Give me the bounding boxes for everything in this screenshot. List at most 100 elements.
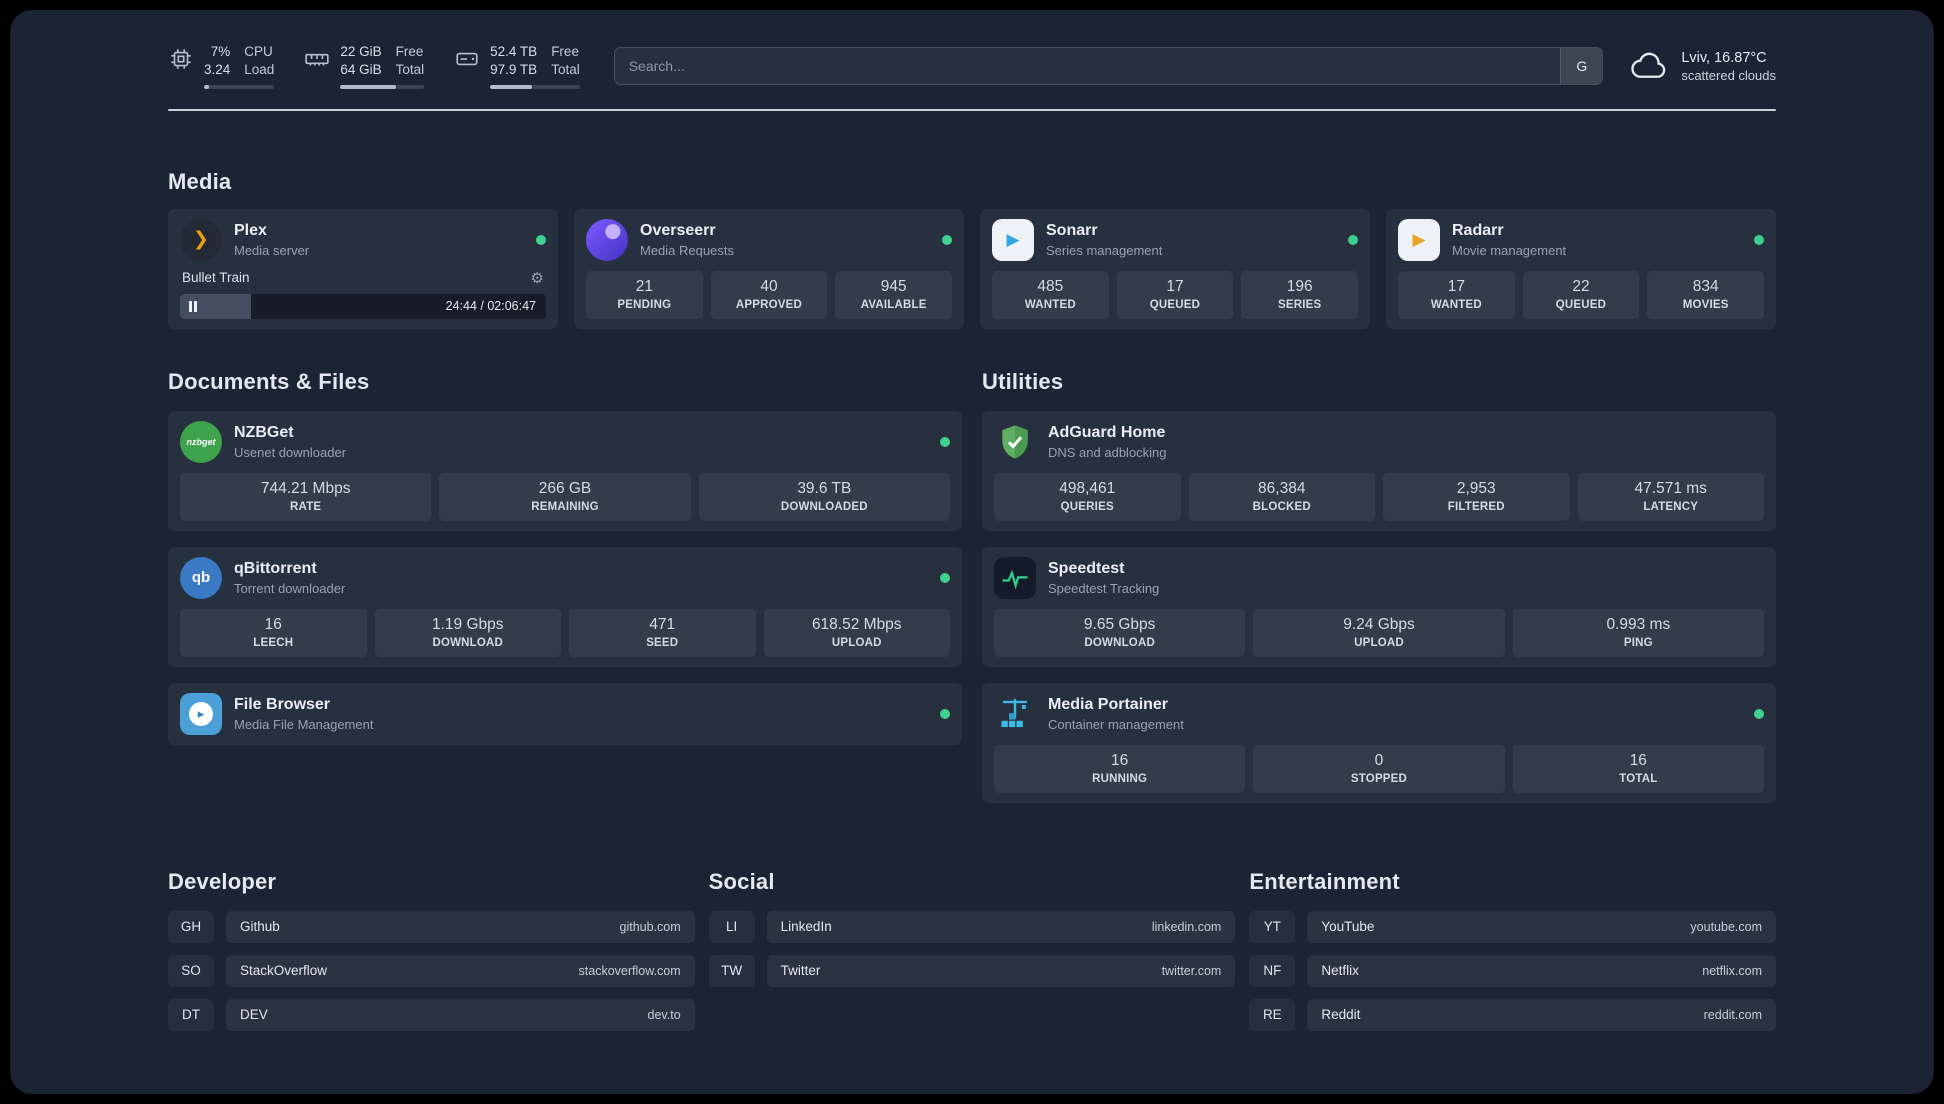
service-card-sonarr[interactable]: ▶ Sonarr Series management 485 WANTED	[980, 208, 1370, 329]
service-card-portainer[interactable]: Media Portainer Container management 16 …	[982, 682, 1776, 803]
stat-label: DOWNLOAD	[1084, 636, 1155, 649]
filebrowser-icon-glyph: ▸	[189, 701, 213, 726]
service-subtitle: DNS and adblocking	[1048, 445, 1167, 461]
bookmark-pill[interactable]: Netflix netflix.com	[1307, 954, 1776, 987]
weather-condition: scattered clouds	[1681, 67, 1776, 83]
section-title-entertainment: Entertainment	[1249, 868, 1400, 894]
stat-label: BLOCKED	[1252, 500, 1311, 513]
cpu-label-1: CPU	[244, 44, 273, 59]
ram-total: 64 GiB	[340, 61, 382, 77]
stat-tile: 9.65 Gbps DOWNLOAD	[994, 608, 1246, 657]
section-title-media: Media	[168, 168, 232, 194]
stat-tile: 86,384 BLOCKED	[1188, 472, 1375, 521]
service-subtitle: Media File Management	[234, 717, 374, 733]
bookmark-reddit[interactable]: RE Reddit reddit.com	[1249, 998, 1776, 1031]
bookmark-pill[interactable]: Reddit reddit.com	[1307, 998, 1776, 1031]
status-dot	[940, 436, 950, 447]
service-subtitle: Container management	[1048, 717, 1184, 733]
bookmark-pill[interactable]: YouTube youtube.com	[1307, 910, 1776, 943]
stat-label: QUEUED	[1555, 298, 1607, 311]
service-subtitle: Torrent downloader	[234, 581, 346, 597]
service-card-plex[interactable]: ❯ Plex Media server Bullet Train ⚙	[168, 208, 558, 329]
bookmark-twitter[interactable]: TW Twitter twitter.com	[708, 954, 1236, 987]
bookmark-url: netflix.com	[1702, 963, 1762, 978]
stat-label: REMAINING	[531, 500, 599, 513]
speedtest-icon	[994, 556, 1036, 599]
stat-tile: 834 MOVIES	[1647, 270, 1764, 319]
gear-icon[interactable]: ⚙	[530, 269, 544, 287]
bookmark-url: dev.to	[647, 1007, 681, 1022]
stat-label: FILTERED	[1447, 500, 1505, 513]
stat-value: 22	[1572, 277, 1590, 295]
pause-icon[interactable]	[189, 300, 197, 312]
service-card-qbittorrent[interactable]: qb qBittorrent Torrent downloader 16 LEE…	[168, 546, 962, 667]
section-title-utilities: Utilities	[982, 368, 1064, 394]
search-bar: G	[613, 47, 1604, 86]
ram-progressbar	[340, 84, 425, 89]
bookmark-abbr: YT	[1249, 910, 1296, 943]
stat-tile: 2,953 FILTERED	[1383, 472, 1570, 521]
search-provider-button[interactable]: G	[1560, 48, 1603, 85]
stat-label: APPROVED	[735, 298, 803, 311]
ram-icon	[305, 53, 329, 66]
service-card-nzbget[interactable]: nzbget NZBGet Usenet downloader 744.21 M…	[168, 410, 962, 531]
stat-tile: 744.21 Mbps RATE	[180, 472, 432, 521]
status-dot	[942, 234, 952, 245]
service-name: Radarr	[1452, 221, 1504, 239]
topbar: 7% CPU 3.24 Load 22 Gi	[168, 44, 1776, 89]
bookmark-url: stackoverflow.com	[578, 963, 681, 978]
bookmark-name: DEV	[240, 1007, 268, 1023]
bookmark-abbr: DT	[168, 998, 214, 1031]
search-input[interactable]	[613, 47, 1604, 86]
stat-label: DOWNLOAD	[432, 636, 504, 649]
bookmark-linkedin[interactable]: LI LinkedIn linkedin.com	[708, 910, 1236, 943]
bookmark-name: Netflix	[1321, 963, 1359, 979]
bookmark-github[interactable]: GH Github github.com	[168, 910, 695, 943]
service-card-radarr[interactable]: ▶ Radarr Movie management 17 WANTED	[1386, 208, 1776, 329]
bookmark-stackoverflow[interactable]: SO StackOverflow stackoverflow.com	[168, 954, 695, 987]
stat-label: PING	[1623, 636, 1653, 649]
service-name: Speedtest	[1048, 559, 1125, 577]
bookmark-pill[interactable]: Github github.com	[226, 910, 695, 943]
bookmark-dev[interactable]: DT DEV dev.to	[168, 998, 695, 1031]
stat-tile: 21 PENDING	[586, 270, 703, 319]
status-dot	[1754, 234, 1764, 245]
stat-tile: 498,461 QUERIES	[994, 472, 1181, 521]
stat-tile: 196 SERIES	[1241, 270, 1358, 319]
disk-widget: 52.4 TB Free 97.9 TB Total	[454, 44, 580, 89]
stat-value: 266 GB	[538, 479, 592, 497]
stat-label: TOTAL	[1619, 772, 1658, 785]
service-card-adguard[interactable]: AdGuard Home DNS and adblocking 498,461 …	[982, 410, 1776, 531]
status-dot	[536, 234, 546, 245]
adguard-icon	[994, 421, 1036, 463]
stat-value: 744.21 Mbps	[260, 479, 351, 497]
bookmark-youtube[interactable]: YT YouTube youtube.com	[1249, 910, 1776, 943]
bookmark-pill[interactable]: LinkedIn linkedin.com	[766, 910, 1236, 943]
plex-icon: ❯	[180, 218, 222, 261]
stat-label: STOPPED	[1350, 772, 1408, 785]
stat-value: 40	[760, 277, 778, 295]
stat-value: 17	[1447, 277, 1465, 295]
bookmark-pill[interactable]: DEV dev.to	[226, 998, 695, 1031]
bookmark-pill[interactable]: StackOverflow stackoverflow.com	[226, 954, 695, 987]
status-dot	[1754, 708, 1764, 719]
bookmark-pill[interactable]: Twitter twitter.com	[766, 954, 1236, 987]
stat-tile: 0 STOPPED	[1253, 744, 1505, 793]
stat-value: 9.65 Gbps	[1083, 615, 1156, 633]
cpu-widget: 7% CPU 3.24 Load	[168, 44, 275, 89]
service-card-filebrowser[interactable]: ▸ File Browser Media File Management	[168, 682, 962, 745]
service-name: Media Portainer	[1048, 695, 1169, 713]
stat-tile: 39.6 TB DOWNLOADED	[698, 472, 950, 521]
bookmark-group-developer: Developer GH Github github.com SO StackO…	[168, 869, 695, 1043]
stat-value: 945	[880, 277, 907, 295]
service-card-overseerr[interactable]: Overseerr Media Requests 21 PENDING 40 A…	[574, 208, 964, 329]
bookmark-netflix[interactable]: NF Netflix netflix.com	[1249, 954, 1776, 987]
stat-value: 86,384	[1258, 479, 1306, 497]
service-subtitle: Media Requests	[640, 243, 734, 259]
stat-label: RATE	[290, 500, 322, 513]
service-card-speedtest[interactable]: Speedtest Speedtest Tracking 9.65 Gbps D…	[982, 546, 1776, 667]
stat-tile: 40 APPROVED	[710, 270, 828, 319]
stat-value: 0	[1374, 751, 1384, 769]
playback-progressbar[interactable]: 24:44 / 02:06:47	[180, 293, 546, 319]
stat-label: UPLOAD	[1354, 636, 1404, 649]
